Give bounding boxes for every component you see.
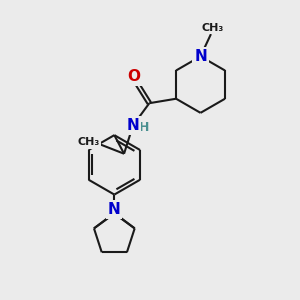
Text: CH₃: CH₃ <box>201 22 224 32</box>
Text: N: N <box>127 118 140 133</box>
Text: CH₃: CH₃ <box>77 137 100 147</box>
Text: O: O <box>127 69 140 84</box>
Text: N: N <box>194 49 207 64</box>
Text: N: N <box>108 202 121 217</box>
Text: H: H <box>139 122 149 134</box>
